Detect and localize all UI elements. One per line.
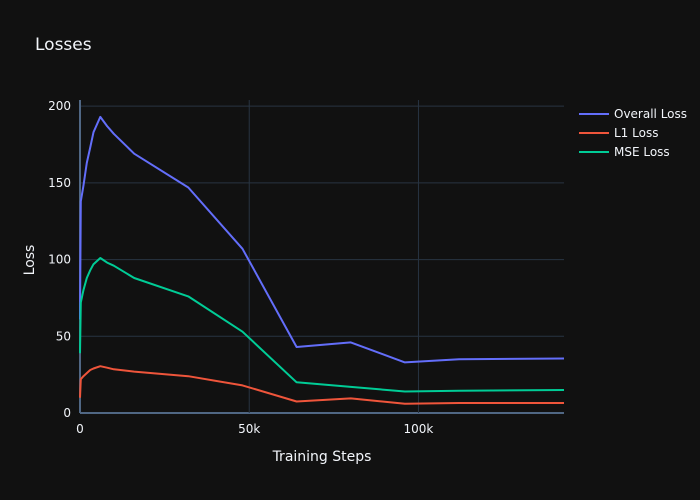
grid — [79, 100, 564, 414]
series-line-l1-loss[interactable] — [79, 365, 564, 405]
x-tick-label: 0 — [76, 422, 84, 436]
legend-label: MSE Loss — [614, 145, 670, 159]
y-tick-label: 0 — [63, 406, 71, 420]
legend-item-overall-loss[interactable]: Overall Loss — [579, 107, 687, 121]
y-tick-label: 150 — [48, 176, 71, 190]
legend-label: L1 Loss — [614, 126, 658, 140]
axis-ticks: 0 50 100 150 200 0 50k 100k — [48, 99, 433, 436]
y-tick-label: 50 — [56, 329, 71, 343]
legend-item-l1-loss[interactable]: L1 Loss — [579, 126, 658, 140]
chart-title: Losses — [35, 35, 92, 55]
y-tick-label: 200 — [48, 99, 71, 113]
legend[interactable]: Overall Loss L1 Loss MSE Loss — [579, 107, 687, 159]
legend-item-mse-loss[interactable]: MSE Loss — [579, 145, 670, 159]
x-tick-label: 50k — [238, 422, 260, 436]
legend-label: Overall Loss — [614, 107, 687, 121]
y-axis-title: Loss — [22, 245, 38, 276]
y-tick-label: 100 — [48, 253, 71, 267]
series-lines — [79, 115, 565, 405]
series-line-overall-loss[interactable] — [79, 115, 565, 364]
series-line-mse-loss[interactable] — [79, 257, 565, 393]
x-tick-label: 100k — [404, 422, 434, 436]
x-axis-title: Training Steps — [272, 449, 372, 465]
